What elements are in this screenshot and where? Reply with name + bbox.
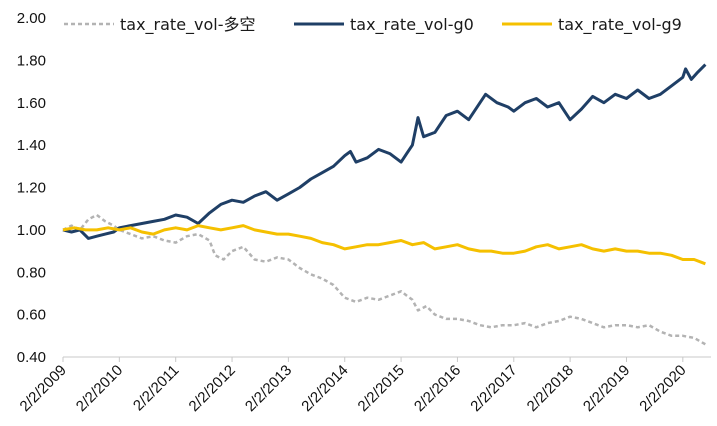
y-tick-label: 1.60 (17, 95, 46, 112)
legend-label: tax_rate_vol-g0 (350, 15, 474, 35)
y-tick-label: 1.40 (17, 137, 46, 154)
y-tick-label: 1.20 (17, 180, 46, 197)
y-tick-label: 1.80 (17, 52, 46, 69)
series-line-0 (62, 213, 707, 346)
legend-label: tax_rate_vol-多空 (120, 15, 256, 35)
y-tick-label: 1.00 (17, 222, 46, 239)
y-axis-ticks: 0.40 0.60 0.80 1.00 1.20 1.40 1.60 1.80 2.00 (17, 10, 46, 366)
series-line-2 (62, 224, 706, 266)
legend: tax_rate_vol-多空 tax_rate_vol-g0 tax_rate_v… (64, 15, 682, 35)
legend-label: tax_rate_vol-g9 (558, 15, 682, 35)
series-layer (62, 63, 707, 346)
y-tick-label: 0.60 (17, 307, 46, 324)
y-tick-label: 0.80 (17, 264, 46, 281)
y-tick-label: 2.00 (17, 10, 46, 27)
y-tick-label: 0.40 (17, 349, 46, 366)
series-line-1 (62, 63, 707, 240)
